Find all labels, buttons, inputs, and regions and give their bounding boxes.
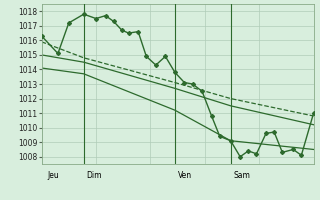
Text: Jeu: Jeu xyxy=(47,171,59,180)
Text: Sam: Sam xyxy=(233,171,250,180)
Text: Ven: Ven xyxy=(178,171,192,180)
Text: Dim: Dim xyxy=(86,171,102,180)
Text: Pression niveau de la mer( hPa ): Pression niveau de la mer( hPa ) xyxy=(93,199,262,200)
